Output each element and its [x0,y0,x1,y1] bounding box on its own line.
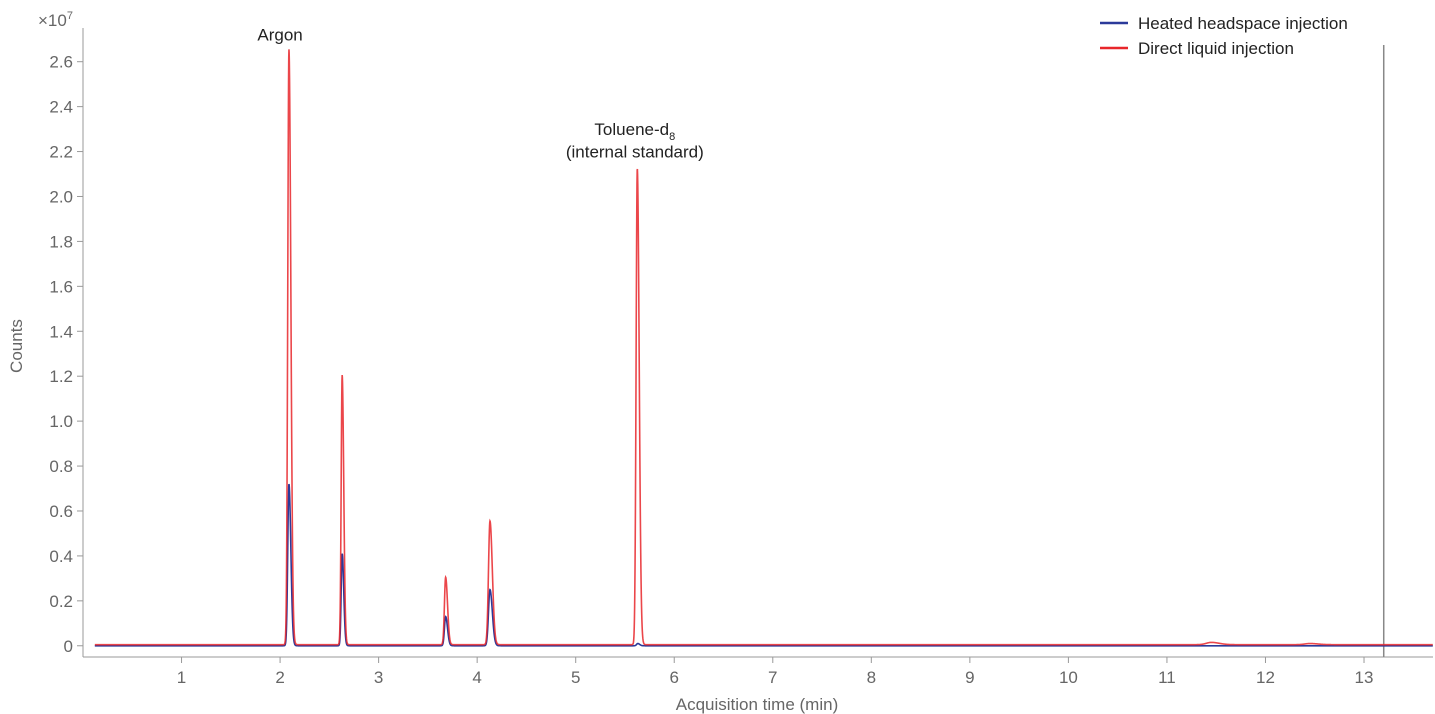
x-tick-label: 12 [1256,668,1275,687]
y-tick-label: 1.0 [49,412,73,431]
series-line-headspace [94,483,1433,647]
legend-label-headspace: Heated headspace injection [1138,14,1348,33]
y-multiplier-label: ×107 [38,10,73,30]
y-multiplier-base: ×10 [38,11,67,30]
y-tick-label: 0 [64,637,73,656]
y-tick-label: 1.6 [49,277,73,296]
y-ticks: 0 0.2 0.4 0.6 0.8 1.0 1.2 1.4 1.6 1.8 2.0 2.2 2.4 2.6 [49,53,83,656]
y-tick-label: 2.0 [49,187,73,206]
x-axis-title: Acquisition time (min) [676,695,839,714]
y-multiplier-exponent: 7 [67,10,73,22]
x-tick-label: 2 [275,668,284,687]
x-tick-label: 9 [965,668,974,687]
annotation-toluene-d8: Toluene-d8 [594,120,675,143]
series-line-direct-liquid [94,49,1433,646]
legend-label-direct-liquid: Direct liquid injection [1138,39,1294,58]
x-tick-label: 5 [571,668,580,687]
y-tick-label: 2.2 [49,143,73,162]
x-tick-label: 6 [670,668,679,687]
x-tick-label: 10 [1059,668,1078,687]
annotation-toluene-text: Toluene-d [594,120,669,139]
x-tick-label: 3 [374,668,383,687]
x-tick-label: 1 [177,668,186,687]
y-tick-label: 0.2 [49,592,73,611]
y-tick-label: 1.4 [49,322,73,341]
annotation-toluene-subscript: 8 [669,131,675,143]
x-tick-label: 11 [1158,668,1176,687]
x-tick-label: 4 [472,668,481,687]
x-tick-label: 8 [867,668,876,687]
series-lines [94,49,1433,647]
y-axis-title: Counts [7,319,26,373]
axes [82,28,1433,658]
y-tick-label: 2.4 [49,98,73,117]
x-tick-label: 7 [768,668,777,687]
y-tick-label: 1.2 [49,367,73,386]
y-tick-label: 1.8 [49,232,73,251]
y-tick-label: 2.6 [49,53,73,72]
x-ticks: 1 2 3 4 5 6 7 8 9 10 11 12 13 [177,657,1374,687]
y-tick-label: 0.4 [49,547,73,566]
y-tick-label: 0.6 [49,502,73,521]
annotation-argon: Argon [257,26,302,45]
y-tick-label: 0.8 [49,457,73,476]
annotation-internal-standard: (internal standard) [566,143,704,162]
x-tick-label: 13 [1355,668,1374,687]
legend: Heated headspace injection Direct liquid… [1100,14,1348,58]
